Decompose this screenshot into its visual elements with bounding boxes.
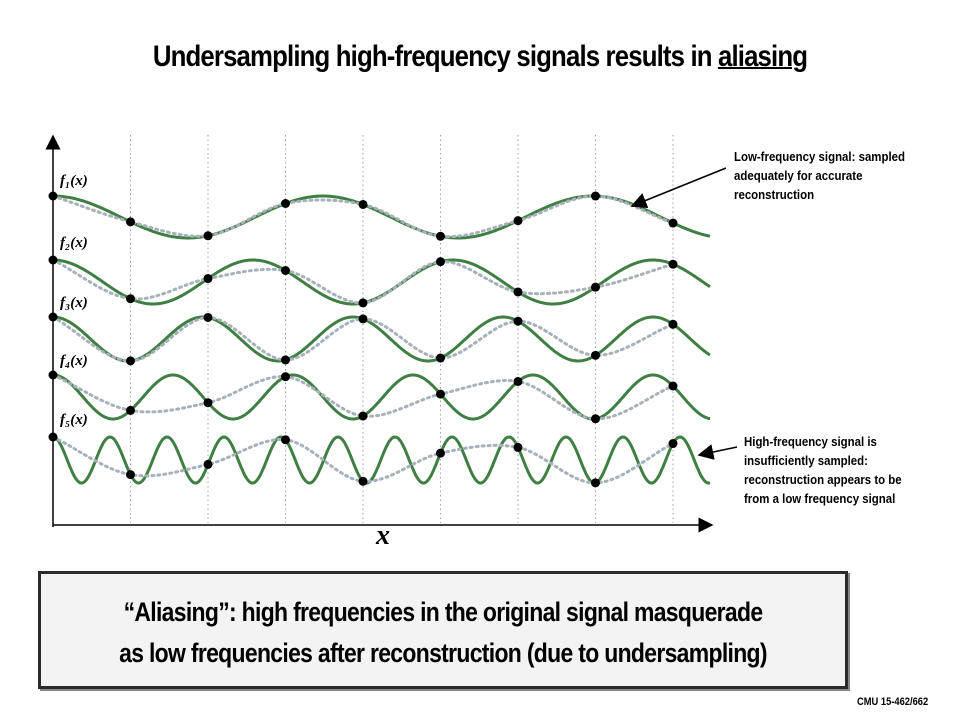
signal-f4-reconstruction	[51, 373, 675, 421]
signal-f5-wave	[52, 435, 711, 485]
sample-point	[126, 294, 135, 304]
sample-point	[203, 459, 213, 469]
sample-point	[668, 439, 678, 449]
sample-point	[126, 217, 135, 227]
sample-point	[513, 376, 523, 386]
sample-point	[203, 312, 213, 322]
signals-group	[48, 191, 711, 488]
sample-point	[513, 216, 523, 226]
sample-point	[436, 257, 445, 267]
sample-point	[48, 432, 58, 442]
sample-point	[358, 314, 368, 324]
sample-point	[436, 353, 445, 363]
sample-point	[668, 381, 678, 391]
sample-point	[513, 316, 523, 326]
arrow-low-frequency	[630, 167, 727, 209]
signal-f2-wave	[53, 258, 711, 306]
x-axis-label: x	[376, 520, 390, 551]
sample-point	[281, 372, 290, 382]
sample-point	[203, 231, 213, 241]
sample-point	[203, 398, 213, 408]
annotation-low-frequency: Low-frequency signal: sampled adequately…	[734, 147, 905, 204]
sample-point	[591, 478, 600, 488]
sample-point	[668, 218, 678, 228]
title-underlined-word: aliasing	[717, 40, 808, 73]
f2-label: f₂(x)	[60, 235, 88, 251]
sample-point	[203, 274, 213, 284]
sample-point	[591, 282, 600, 292]
sample-point	[126, 470, 135, 480]
sample-point	[358, 476, 368, 486]
annotation-low-line-3: reconstruction	[734, 187, 815, 202]
annotation-high-line-2: insufficiently sampled:	[744, 453, 868, 468]
annotation-high-line-4: from a low frequency signal	[744, 491, 896, 506]
f4-label: f₄(x)	[60, 353, 88, 369]
sample-point	[513, 287, 523, 297]
sample-point	[358, 199, 368, 209]
signal-f4-wave	[53, 373, 711, 421]
sample-point	[668, 319, 678, 329]
title-prefix: Undersampling high-frequency signals res…	[152, 40, 718, 73]
sample-point	[436, 231, 445, 241]
arrow-high-frequency	[697, 444, 738, 460]
annotation-low-line-2: adequately for accurate	[734, 168, 863, 183]
sample-point	[513, 442, 523, 452]
aliasing-callout-box: “Aliasing”: high frequencies in the orig…	[38, 571, 848, 689]
callout-line-1: “Aliasing”: high frequencies in the orig…	[123, 597, 764, 627]
annotation-high-line-1: High-frequency signal is	[744, 434, 877, 449]
sample-point	[126, 405, 135, 415]
sample-point	[591, 350, 600, 360]
annotation-high-frequency: High-frequency signal is insufficiently …	[744, 432, 902, 508]
callout-line-2: as low frequencies after reconstruction …	[119, 638, 767, 668]
sample-grid-lines	[130, 135, 674, 523]
annotation-low-line-1: Low-frequency signal: sampled	[734, 149, 906, 164]
slide-title: Undersampling high-frequency signals res…	[67, 40, 893, 74]
sample-point	[358, 411, 368, 421]
sample-point	[281, 355, 290, 365]
sample-point	[591, 191, 600, 201]
signal-f3-wave	[53, 315, 711, 363]
sample-point	[126, 356, 135, 366]
f1-label: f₁(x)	[60, 173, 88, 189]
f5-label: f₅(x)	[60, 412, 88, 428]
sample-point	[436, 389, 445, 399]
sample-point	[591, 414, 600, 424]
annotation-high-line-3: reconstruction appears to be	[744, 472, 902, 487]
sample-point	[281, 435, 290, 445]
course-footer: CMU 15-462/662	[857, 696, 929, 708]
sample-point	[48, 255, 58, 265]
sample-point	[48, 191, 58, 201]
sample-point	[48, 370, 58, 380]
sample-point	[281, 266, 290, 276]
sample-point	[436, 448, 445, 458]
callout-text: “Aliasing”: high frequencies in the orig…	[101, 592, 784, 674]
sample-point	[48, 312, 58, 322]
sample-point	[358, 298, 368, 308]
signal-f1-wave	[53, 194, 711, 240]
sample-point	[668, 259, 678, 269]
f3-label: f₃(x)	[60, 295, 88, 311]
sample-point	[281, 199, 290, 209]
